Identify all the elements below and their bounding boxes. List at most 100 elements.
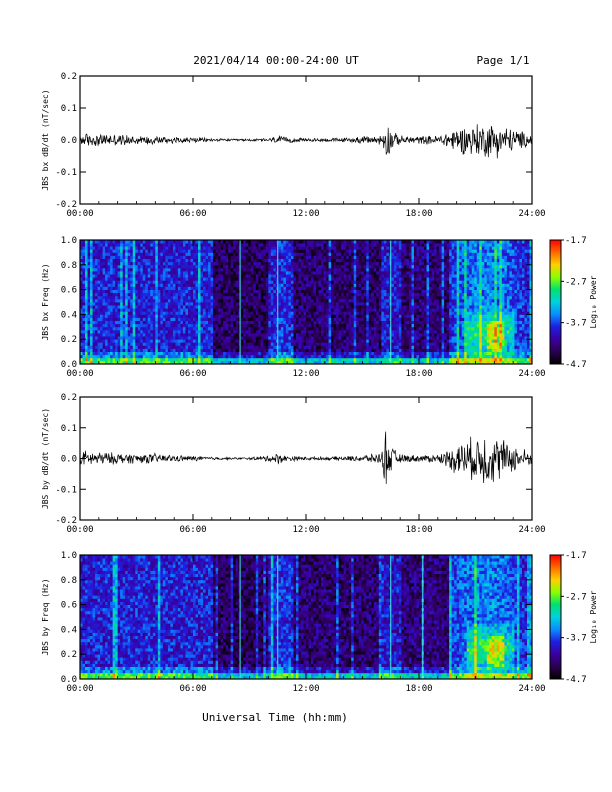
heat-cell bbox=[115, 286, 119, 290]
heat-cell bbox=[175, 342, 179, 346]
heat-cell bbox=[165, 317, 169, 321]
heat-cell bbox=[255, 267, 259, 272]
heat-cell bbox=[220, 289, 224, 294]
heat-cell bbox=[195, 277, 199, 281]
heat-cell bbox=[346, 298, 350, 303]
heat-cell bbox=[155, 354, 159, 359]
heat-cell bbox=[117, 339, 121, 343]
heat-cell bbox=[368, 333, 372, 337]
heat-cell bbox=[142, 326, 146, 331]
heat-cell bbox=[97, 249, 101, 253]
heat-cell bbox=[280, 345, 284, 349]
heat-cell bbox=[366, 286, 370, 290]
heat-cell bbox=[218, 286, 222, 290]
heat-cell bbox=[225, 274, 229, 278]
heat-cell bbox=[190, 333, 194, 337]
heat-cell bbox=[295, 258, 299, 263]
heat-cell bbox=[115, 271, 119, 275]
heat-cell bbox=[215, 354, 219, 359]
heat-cell bbox=[316, 317, 319, 321]
heat-cell bbox=[223, 280, 227, 284]
heat-cell bbox=[383, 308, 387, 312]
heat-cell bbox=[383, 336, 387, 340]
heat-cell bbox=[353, 339, 357, 343]
heat-cell bbox=[80, 342, 83, 346]
heat-cell bbox=[152, 305, 156, 309]
heat-cell bbox=[273, 271, 277, 275]
heat-cell bbox=[180, 289, 184, 294]
heat-cell bbox=[175, 277, 179, 281]
heat-cell bbox=[105, 295, 109, 300]
heat-cell bbox=[290, 258, 294, 263]
heat-cell bbox=[85, 289, 88, 294]
heat-cell bbox=[205, 286, 209, 290]
heat-cell bbox=[280, 317, 284, 321]
heat-cell bbox=[371, 326, 375, 331]
heat-cell bbox=[358, 336, 362, 340]
heat-cell bbox=[162, 360, 166, 365]
heat-cell bbox=[127, 314, 131, 318]
heat-cell bbox=[383, 339, 387, 343]
heat-cell bbox=[208, 339, 211, 343]
heat-cell bbox=[306, 308, 309, 312]
heat-cell bbox=[185, 252, 189, 256]
heat-cell bbox=[298, 314, 302, 318]
heat-cell bbox=[258, 305, 262, 309]
heat-cell bbox=[373, 342, 377, 346]
heat-cell bbox=[203, 292, 206, 297]
heat-cell bbox=[228, 357, 232, 362]
heat-cell bbox=[112, 246, 116, 250]
heat-cell bbox=[102, 295, 106, 300]
heat-cell bbox=[378, 360, 382, 365]
heat-cell bbox=[323, 264, 327, 269]
heat-cell bbox=[273, 280, 277, 284]
heat-cell bbox=[185, 261, 189, 266]
heat-cell bbox=[260, 360, 264, 365]
heat-cell bbox=[190, 302, 194, 306]
heat-cell bbox=[200, 305, 204, 309]
heat-cell bbox=[290, 351, 294, 356]
heat-cell bbox=[220, 311, 224, 315]
heat-cell bbox=[223, 329, 227, 334]
heat-cell bbox=[127, 302, 131, 306]
heat-cell bbox=[361, 354, 365, 359]
heat-cell bbox=[167, 283, 171, 287]
heat-cell bbox=[348, 246, 352, 250]
heat-cell bbox=[288, 357, 292, 362]
heat-cell bbox=[132, 252, 136, 256]
heat-cell bbox=[125, 326, 129, 331]
heat-cell bbox=[157, 342, 161, 346]
heat-cell bbox=[306, 305, 309, 309]
heat-cell bbox=[230, 354, 234, 359]
heat-cell bbox=[308, 283, 312, 287]
heat-cell bbox=[200, 255, 204, 259]
heat-cell bbox=[187, 280, 191, 284]
heat-cell bbox=[308, 286, 312, 290]
heat-cell bbox=[268, 323, 272, 328]
heat-cell bbox=[155, 351, 159, 356]
heat-cell bbox=[368, 320, 372, 325]
heat-cell bbox=[373, 264, 377, 269]
heat-cell bbox=[87, 351, 91, 356]
heat-cell bbox=[97, 277, 101, 281]
heat-cell bbox=[195, 252, 199, 256]
heat-cell bbox=[253, 311, 257, 315]
heat-cell bbox=[87, 243, 91, 247]
heat-cell bbox=[92, 326, 96, 331]
heat-cell bbox=[152, 323, 156, 328]
heat-cell bbox=[230, 333, 234, 337]
heat-cell bbox=[193, 351, 196, 356]
heat-cell bbox=[130, 277, 134, 281]
heat-cell bbox=[290, 311, 294, 315]
heat-cell bbox=[220, 329, 224, 334]
heat-cell bbox=[331, 298, 335, 303]
heat-cell bbox=[135, 311, 139, 315]
heat-cell bbox=[250, 305, 254, 309]
heat-cell bbox=[235, 354, 239, 359]
heat-cell bbox=[120, 298, 124, 303]
heat-cell bbox=[250, 286, 254, 290]
heat-cell bbox=[92, 305, 96, 309]
heat-cell bbox=[182, 246, 186, 250]
heat-cell bbox=[80, 351, 83, 356]
heat-cell bbox=[303, 308, 307, 312]
